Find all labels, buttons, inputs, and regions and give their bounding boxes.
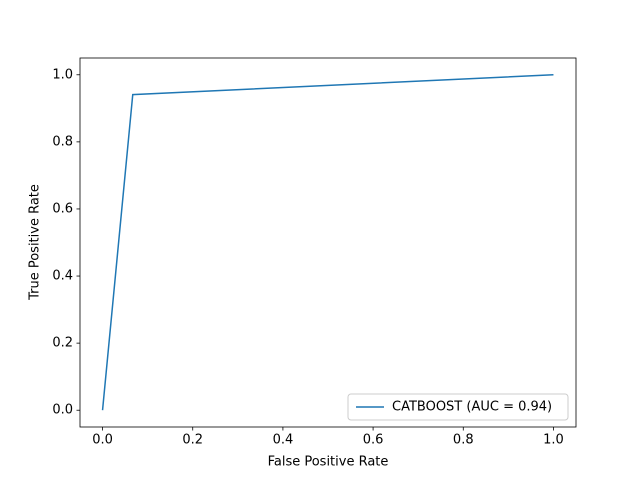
- line-series: [101, 74, 554, 411]
- x-tick-label: 0.2: [182, 433, 203, 448]
- plot-frame: [79, 57, 577, 428]
- legend-label: CATBOOST (AUC = 0.94): [392, 400, 552, 415]
- legend-box: [347, 393, 569, 421]
- y-tick-label: 0.2: [52, 336, 73, 351]
- x-tick-label: 0.8: [453, 433, 474, 448]
- x-tick-label: 0.0: [92, 433, 113, 448]
- x-axis-label: False Positive Rate: [268, 455, 389, 470]
- y-tick-label: 0.0: [52, 403, 73, 418]
- x-tick-label: 0.6: [363, 433, 384, 448]
- y-axis-label: True Positive Rate: [28, 184, 43, 301]
- y-tick-label: 0.6: [52, 201, 73, 216]
- x-tick-label: 1.0: [543, 433, 564, 448]
- y-tick-label: 1.0: [52, 67, 73, 82]
- y-tick-label: 0.8: [52, 134, 73, 149]
- x-tick-label: 0.4: [273, 433, 294, 448]
- y-tick-label: 0.4: [52, 269, 73, 284]
